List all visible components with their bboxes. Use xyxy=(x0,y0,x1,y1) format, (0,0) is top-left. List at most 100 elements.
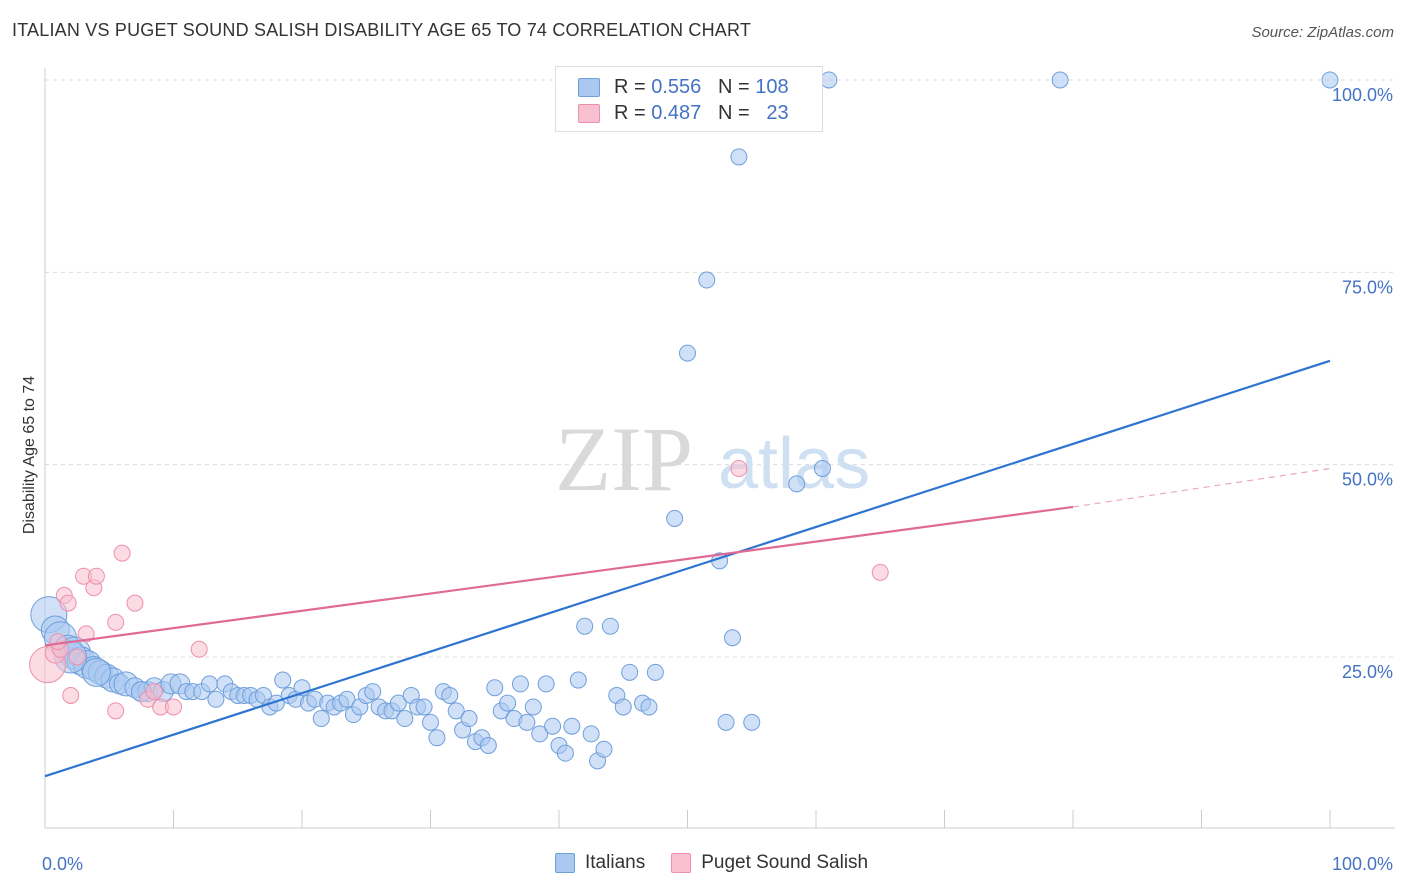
salish-point xyxy=(126,594,144,612)
legend-n-label: N = xyxy=(717,101,750,124)
legend-item-salish: Puget Sound Salish xyxy=(671,852,868,874)
salish-point xyxy=(68,648,86,666)
italians-point xyxy=(813,459,831,477)
italians-point xyxy=(537,675,555,693)
italians-point xyxy=(556,744,574,762)
italians-point xyxy=(338,690,356,708)
salish-point xyxy=(107,613,125,631)
legend-r-label: R = xyxy=(614,101,646,124)
salish-point xyxy=(165,698,182,716)
legend-label-salish: Puget Sound Salish xyxy=(701,852,869,873)
italians-point xyxy=(621,663,639,681)
series-italians xyxy=(30,71,1339,770)
italians-point xyxy=(364,683,382,701)
salish-point xyxy=(113,544,131,562)
italians-point xyxy=(820,71,838,89)
italians-point xyxy=(1321,71,1339,89)
watermark: ZIP atlas xyxy=(555,408,870,510)
y-tick-label: 50.0% xyxy=(1342,470,1393,490)
salish-point xyxy=(730,459,748,477)
salish-trend-line xyxy=(44,505,1074,647)
italians-point xyxy=(563,717,581,735)
italians-swatch xyxy=(578,77,600,97)
italians-point xyxy=(614,698,632,716)
italians-swatch xyxy=(555,853,575,873)
salish-swatch xyxy=(578,103,600,123)
salish-point xyxy=(87,567,105,585)
x-tick-label: 0.0% xyxy=(42,854,83,874)
legend-label-italians: Italians xyxy=(585,852,646,873)
italians-point xyxy=(730,148,748,166)
legend-n-value: 108 xyxy=(755,75,789,98)
italians-point xyxy=(312,710,330,728)
legend-item-italians: Italians xyxy=(555,852,645,874)
salish-trend-extension xyxy=(1072,467,1331,508)
salish-point xyxy=(190,640,208,658)
italians-point xyxy=(576,617,594,635)
italians-point xyxy=(743,713,761,731)
italians-point xyxy=(422,713,439,731)
italians-point xyxy=(582,725,600,743)
series-legend: Italians Puget Sound Salish xyxy=(555,852,894,874)
italians-point xyxy=(81,657,111,687)
italians-point xyxy=(389,694,407,712)
y-axis-label: Disability Age 65 to 74 xyxy=(21,376,38,534)
italians-point xyxy=(646,663,664,681)
x-tick-label: 100.0% xyxy=(1332,854,1393,874)
tick-labels: 25.0% 50.0% 75.0% 100.0% 0.0% 100.0% xyxy=(42,85,1393,874)
italians-point xyxy=(679,344,696,362)
legend-row-italians: R = 0.556 N = 108 xyxy=(578,75,789,99)
legend-n-value: 23 xyxy=(766,101,789,124)
trend-lines xyxy=(44,359,1331,778)
italians-point xyxy=(460,710,478,728)
italians-point xyxy=(544,717,562,735)
legend-r-value: 0.487 xyxy=(651,101,702,124)
italians-point xyxy=(511,675,529,693)
italians-point xyxy=(601,617,619,635)
italians-point xyxy=(499,694,517,712)
salish-point xyxy=(49,633,67,651)
chart-title: ITALIAN VS PUGET SOUND SALISH DISABILITY… xyxy=(12,20,752,40)
italians-point xyxy=(531,725,549,743)
y-tick-label: 100.0% xyxy=(1332,85,1393,105)
salish-point xyxy=(871,563,889,581)
italians-point xyxy=(788,475,806,493)
salish-point xyxy=(145,683,163,701)
y-tick-label: 25.0% xyxy=(1342,662,1393,682)
italians-point xyxy=(723,629,741,647)
italians-point xyxy=(396,710,414,728)
italians-point xyxy=(595,740,613,758)
italians-trend-line xyxy=(44,359,1331,778)
legend-r-value: 0.556 xyxy=(651,75,702,98)
salish-swatch xyxy=(671,853,692,873)
legend-row-salish: R = 0.487 N = 23 xyxy=(578,101,789,125)
italians-point xyxy=(428,729,446,747)
italians-point xyxy=(698,271,716,289)
italians-point xyxy=(524,698,542,716)
italians-point xyxy=(666,510,684,528)
italians-point xyxy=(486,679,504,697)
stats-legend: R = 0.556 N = 108 R = 0.487 N = 23 xyxy=(555,66,823,132)
watermark-zip: ZIP xyxy=(555,408,693,510)
italians-point xyxy=(640,698,658,716)
italians-point xyxy=(441,686,459,704)
italians-point xyxy=(200,675,218,693)
source-label: Source: ZipAtlas.com xyxy=(1251,24,1394,41)
italians-point xyxy=(479,736,497,754)
italians-point xyxy=(518,713,536,731)
y-tick-label: 75.0% xyxy=(1342,277,1393,297)
legend-r-label: R = xyxy=(614,75,646,98)
legend-n-label: N = xyxy=(717,75,750,98)
axes xyxy=(44,68,1395,829)
salish-point xyxy=(59,594,77,612)
salish-point xyxy=(77,625,95,643)
salish-point xyxy=(62,686,80,704)
italians-point xyxy=(447,702,465,720)
series-salish xyxy=(29,459,889,720)
italians-point xyxy=(274,671,292,689)
italians-point xyxy=(569,671,587,689)
salish-point xyxy=(107,702,125,720)
italians-point xyxy=(1051,71,1069,89)
italians-point xyxy=(415,698,433,716)
